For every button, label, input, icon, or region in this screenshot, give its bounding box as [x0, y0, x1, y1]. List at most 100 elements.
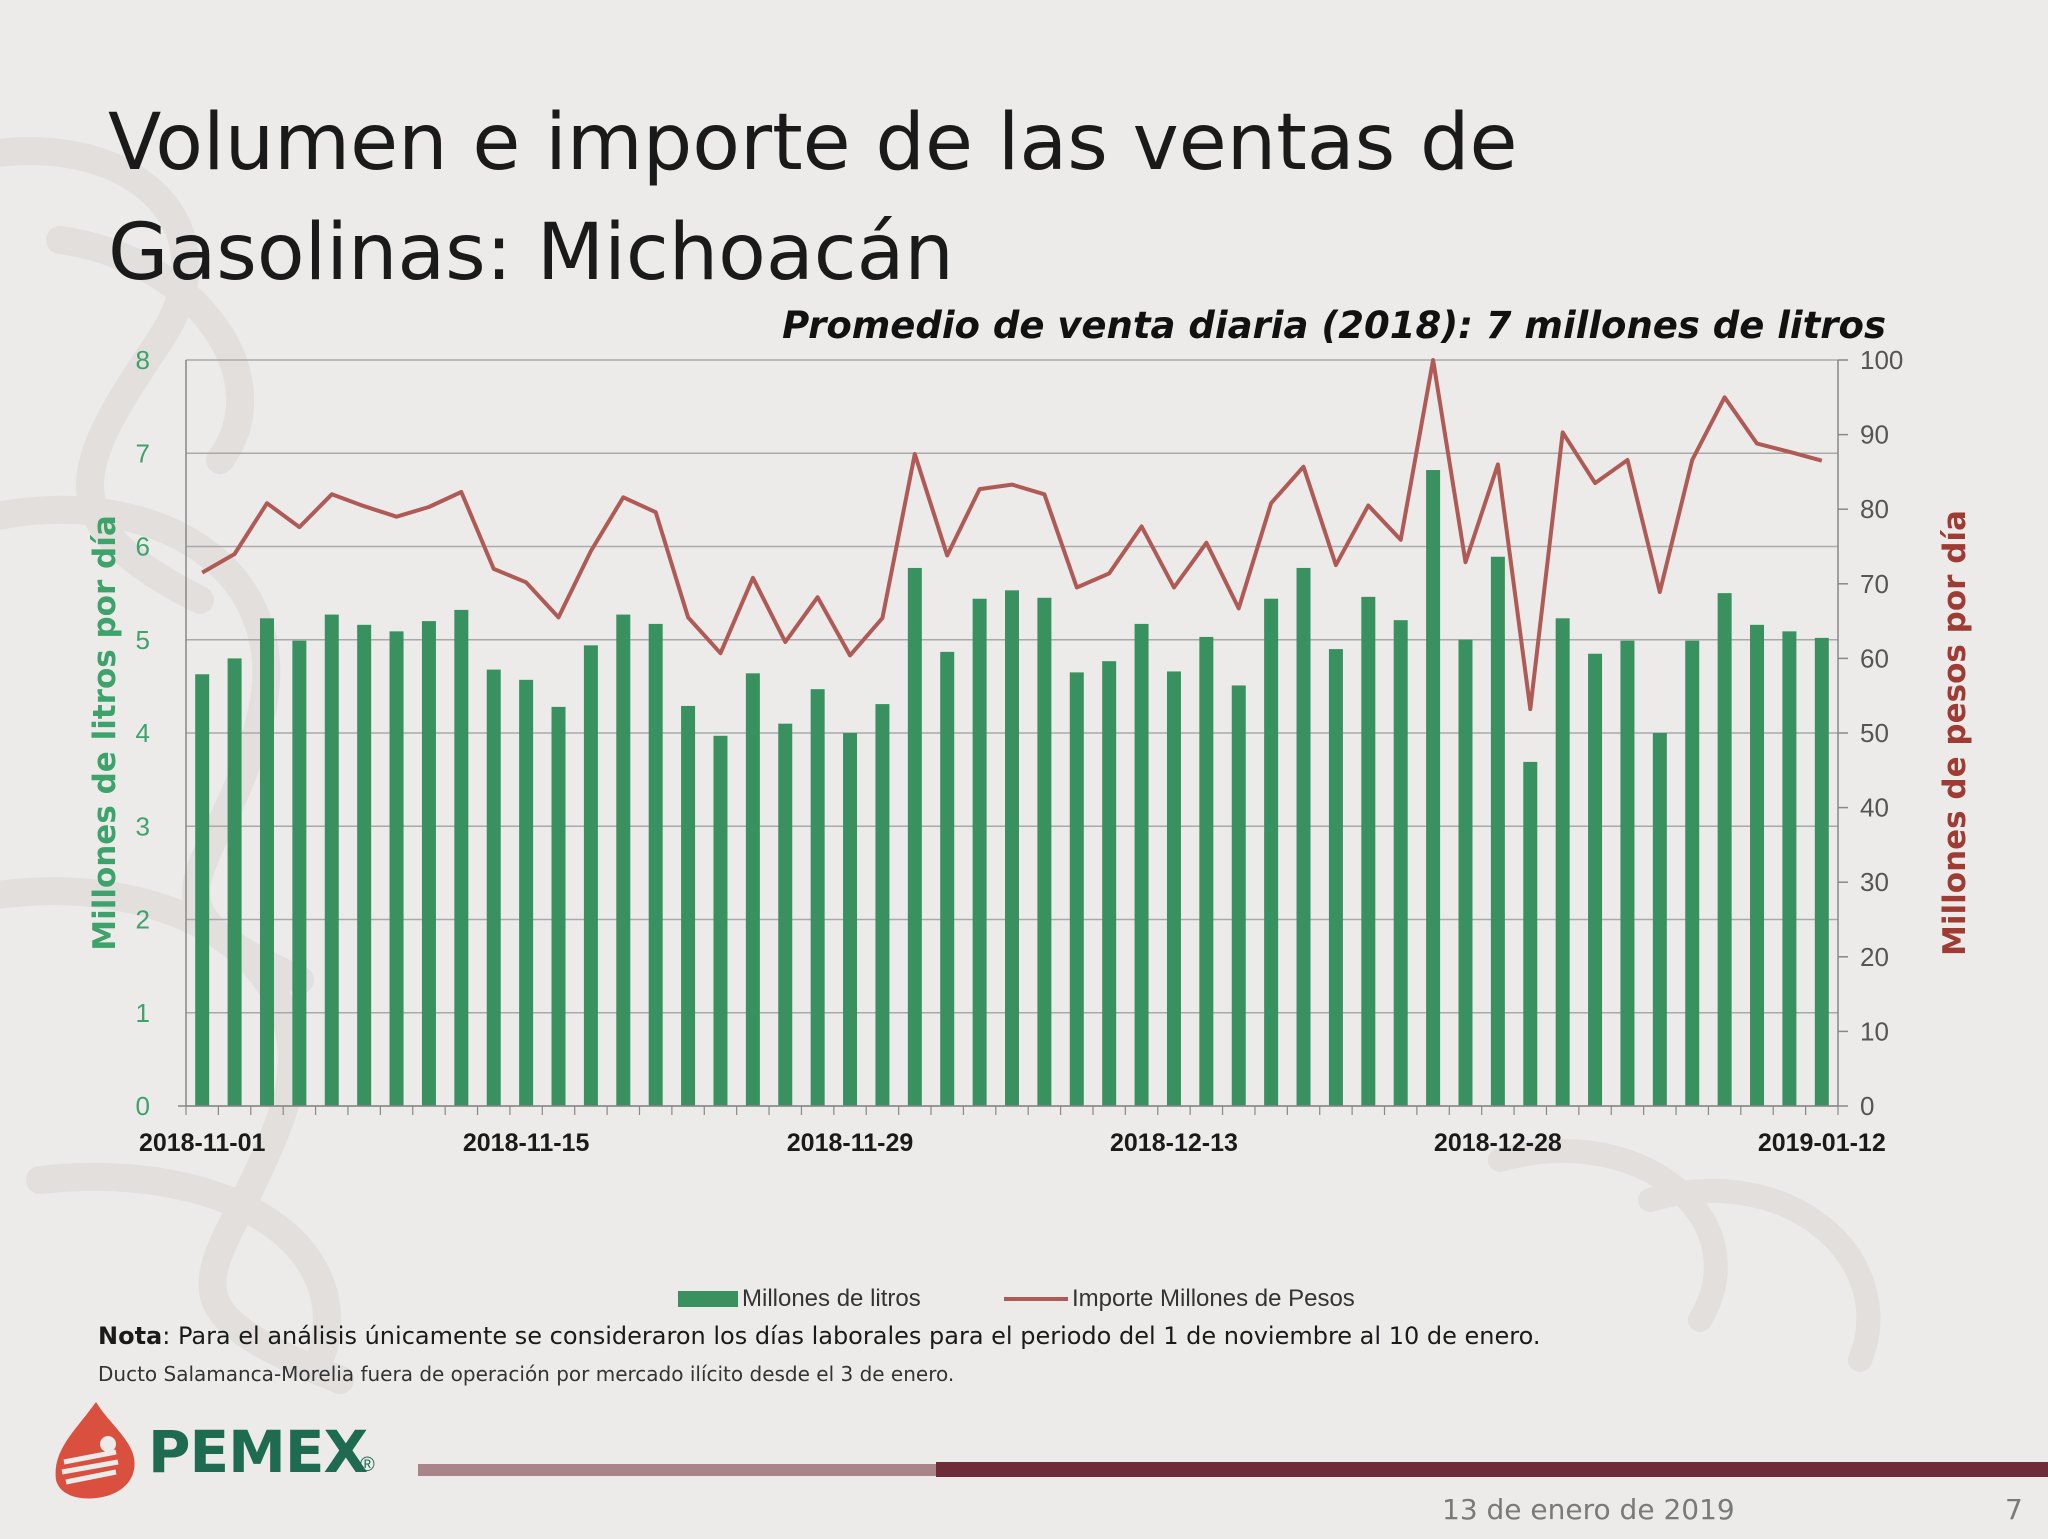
bar [357, 624, 372, 1106]
right-tick-label: 90 [1860, 420, 1889, 450]
x-tick-label: 2018-11-15 [463, 1129, 590, 1157]
right-tick-label: 70 [1860, 569, 1889, 599]
bar [1296, 567, 1311, 1106]
x-tick-label: 2018-12-28 [1434, 1129, 1562, 1157]
bar [454, 609, 469, 1106]
bar [1134, 623, 1149, 1106]
y-axis-label: Millones de litros por día [87, 515, 123, 951]
bar [1555, 618, 1570, 1106]
slide-title: Volumen e importe de las ventas de Gasol… [108, 88, 1608, 308]
bar [486, 669, 501, 1106]
bar [1328, 649, 1343, 1106]
bar [843, 733, 858, 1106]
bar [389, 631, 404, 1106]
x-tick-label: 2018-11-01 [139, 1129, 266, 1157]
bar [519, 679, 534, 1106]
legend-label-litros: Millones de litros [742, 1285, 921, 1312]
left-tick-label: 6 [136, 532, 150, 562]
bar [1264, 598, 1279, 1106]
bar [1005, 590, 1019, 1106]
bar [1490, 556, 1505, 1106]
bar [1523, 761, 1538, 1106]
right-tick-label: 60 [1860, 643, 1889, 673]
bar [324, 614, 339, 1106]
bar-series [195, 470, 1829, 1106]
bar [1458, 639, 1473, 1106]
bar [1231, 685, 1246, 1106]
bar [1199, 636, 1214, 1106]
bar [1102, 661, 1117, 1106]
chart-subtitle: Promedio de venta diaria (2018): 7 millo… [782, 304, 1886, 347]
bar [778, 723, 793, 1106]
legend-label-importe: Importe Millones de Pesos [1072, 1285, 1355, 1312]
pemex-eagle-icon [55, 1402, 135, 1499]
registered-mark: ® [360, 1454, 375, 1476]
right-tick-label: 10 [1860, 1016, 1889, 1046]
note-label: Nota [98, 1322, 163, 1350]
bar [972, 598, 987, 1106]
bar [648, 623, 663, 1106]
line-series [201, 358, 1823, 712]
footer-date: 13 de enero de 2019 [1442, 1493, 1735, 1526]
bar [810, 689, 825, 1106]
bar [1393, 620, 1408, 1106]
y2-axis-label: Millones de pesos por día [1937, 510, 1973, 956]
page-number: 7 [2005, 1493, 2023, 1526]
bar [616, 614, 631, 1106]
sales-chart: 01234567801020304050607080901002018-11-0… [87, 345, 1973, 1157]
bar [1750, 624, 1765, 1106]
right-tick-label: 100 [1860, 345, 1903, 375]
right-tick-label: 0 [1860, 1091, 1874, 1121]
legend-swatch-bar [678, 1291, 738, 1307]
bar [940, 651, 955, 1106]
note-secondary: Ducto Salamanca-Morelia fuera de operaci… [98, 1362, 955, 1386]
legend-swatch-line [1004, 1297, 1068, 1301]
footer-bar-dark [936, 1462, 2048, 1477]
left-tick-label: 2 [136, 905, 150, 935]
left-tick-label: 3 [136, 811, 150, 841]
bar [259, 618, 274, 1106]
bar [227, 658, 242, 1106]
right-tick-label: 80 [1860, 494, 1889, 524]
bar [1166, 671, 1181, 1106]
bar [1361, 596, 1376, 1106]
left-tick-label: 5 [136, 625, 150, 655]
note-text: Nota: Para el análisis únicamente se con… [98, 1322, 1540, 1350]
x-tick-label: 2018-12-13 [1110, 1129, 1238, 1157]
bar [551, 706, 566, 1106]
x-tick-label: 2018-11-29 [787, 1129, 914, 1157]
bar [1814, 637, 1829, 1106]
bar [1426, 470, 1441, 1106]
bar [745, 673, 760, 1106]
bar [1652, 733, 1667, 1106]
bar [292, 640, 307, 1106]
title-line-1: Volumen e importe de las ventas de [108, 98, 1518, 188]
left-tick-label: 1 [136, 998, 150, 1028]
left-tick-label: 0 [136, 1091, 150, 1121]
right-tick-label: 20 [1860, 942, 1889, 972]
chart-legend: Millones de litros Importe Millones de P… [0, 1285, 2048, 1325]
legend-item-importe: Importe Millones de Pesos [1004, 1285, 1355, 1313]
right-tick-label: 30 [1860, 867, 1889, 897]
bar [1588, 653, 1603, 1106]
left-tick-label: 8 [136, 345, 150, 375]
bar [907, 567, 922, 1106]
bar [583, 645, 598, 1106]
legend-item-litros: Millones de litros [678, 1285, 921, 1313]
bar [1069, 672, 1084, 1106]
left-tick-label: 4 [136, 718, 150, 748]
importe-line [201, 358, 1823, 712]
pemex-logo-text: PEMEX [148, 1418, 368, 1486]
left-tick-label: 7 [136, 438, 150, 468]
bar [1685, 640, 1700, 1106]
bar [1620, 640, 1635, 1106]
right-tick-label: 50 [1860, 718, 1889, 748]
bar [421, 621, 436, 1106]
x-tick-label: 2019-01-12 [1758, 1129, 1886, 1157]
bar [195, 674, 210, 1106]
right-tick-label: 40 [1860, 793, 1889, 823]
bar [713, 735, 728, 1106]
bar [681, 705, 696, 1106]
footer-bar-light [418, 1464, 936, 1476]
